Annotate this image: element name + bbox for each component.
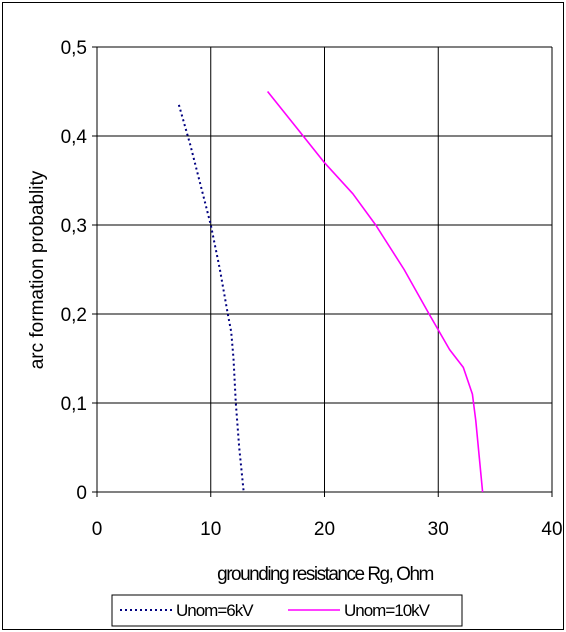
y-tick-label: 0 (76, 483, 87, 504)
y-tick-label: 0,3 (61, 216, 87, 237)
legend-label-6kv: Unom=6kV (176, 601, 254, 620)
y-axis-title: arc formation probablity (27, 170, 48, 369)
grid (97, 46, 553, 492)
series-layer (177, 91, 484, 493)
x-axis-title: grounding resistance Rg, Ohm (217, 564, 433, 585)
y-tick-label: 0,5 (61, 38, 87, 59)
x-tick-label: 0 (92, 519, 103, 540)
x-tick-label: 10 (200, 519, 221, 540)
x-tick-label: 30 (428, 519, 449, 540)
y-tick-label: 0,4 (61, 127, 88, 148)
legend: Unom=6kV Unom=10kV (111, 594, 463, 627)
tick-labels: 0 10 20 30 40 0 0,1 0,2 0,3 0,4 0,5 (61, 38, 563, 540)
legend-label-10kv: Unom=10kV (344, 601, 431, 620)
y-tick-label: 0,2 (61, 305, 87, 326)
y-tick-label: 0,1 (61, 394, 87, 415)
x-tick-label: 40 (541, 519, 562, 540)
x-tick-label: 20 (314, 519, 335, 540)
axes (92, 46, 553, 497)
series-line-6kv (177, 104, 245, 493)
series-line-10kv (266, 91, 484, 493)
